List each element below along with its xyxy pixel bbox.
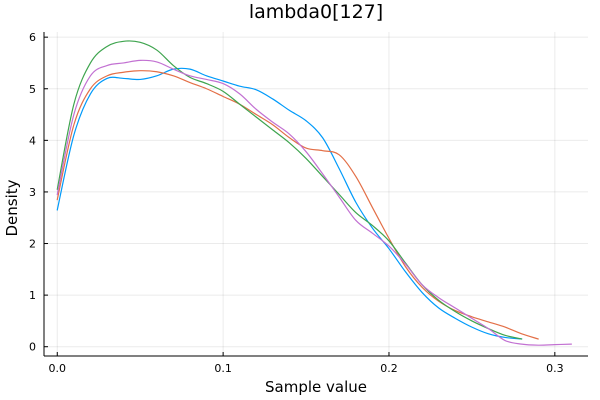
series-layer bbox=[56, 40, 573, 346]
y-tick-label: 6 bbox=[29, 31, 36, 44]
y-tick-label: 4 bbox=[29, 134, 36, 147]
x-tick-label: 0.1 bbox=[214, 362, 232, 375]
y-tick-label: 1 bbox=[29, 289, 36, 302]
x-tick-label: 0.2 bbox=[380, 362, 398, 375]
y-tick-label: 5 bbox=[29, 83, 36, 96]
y-tick-label: 2 bbox=[29, 238, 36, 251]
y-tick-label: 0 bbox=[29, 341, 36, 354]
density-line-series-3 bbox=[56, 40, 523, 340]
y-axis-label: Density bbox=[3, 179, 21, 236]
x-axis-label: Sample value bbox=[265, 378, 367, 396]
density-line-series-4 bbox=[56, 59, 573, 346]
y-tick-label: 3 bbox=[29, 186, 36, 199]
density-line-series-2 bbox=[56, 70, 539, 340]
grid-layer bbox=[44, 32, 588, 356]
axis-layer bbox=[43, 32, 588, 357]
tick-label-layer: 0.0 0.1 0.2 0.3 0 1 2 3 4 5 6 bbox=[29, 31, 564, 375]
x-tick-label: 0.0 bbox=[49, 362, 67, 375]
x-tick-label: 0.3 bbox=[546, 362, 564, 375]
chart-title: lambda0[127] bbox=[249, 1, 383, 23]
density-line-series-1 bbox=[56, 67, 523, 340]
